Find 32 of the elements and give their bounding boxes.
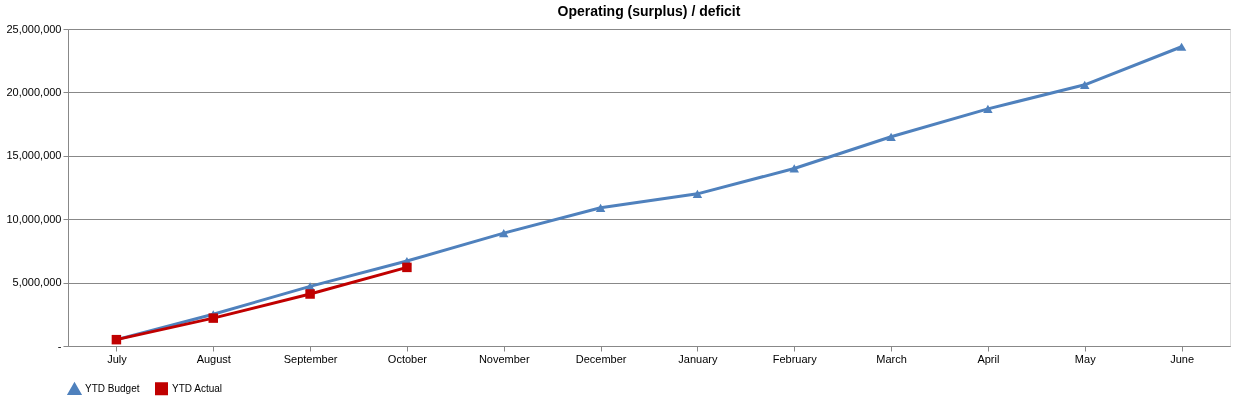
y-tick-label: 20,000,000: [6, 85, 62, 98]
point: [305, 289, 315, 299]
legend-label: YTD Budget: [85, 383, 140, 395]
x-tick-label: December: [575, 352, 627, 365]
x-tick-label: February: [772, 352, 818, 365]
y-tick-label: 10,000,000: [6, 212, 62, 225]
point: [595, 203, 606, 212]
x-tick-label: July: [107, 352, 128, 365]
point: [402, 262, 412, 273]
x-tick-label: September: [283, 352, 338, 365]
point: [983, 104, 993, 113]
y-tick-label: 15,000,000: [6, 149, 62, 162]
x-tick-label: November: [478, 352, 530, 365]
y-tick-label: 25,000,000: [6, 22, 62, 35]
x-tick-label: June: [1170, 352, 1195, 365]
x-tick-label: January: [678, 352, 718, 365]
y-tick-label: -: [57, 339, 62, 352]
chart-title: Operating (surplus) / deficit: [557, 3, 741, 19]
x-tick-label: August: [196, 352, 231, 365]
x-tick-label: March: [876, 352, 907, 365]
point: [499, 229, 509, 238]
point: [886, 132, 896, 141]
point: [692, 189, 703, 198]
point: [1080, 80, 1090, 89]
x-tick-label: May: [1074, 352, 1097, 365]
x-tick-label: October: [387, 352, 428, 365]
point: [208, 313, 218, 323]
y-tick-label: 5,000,000: [12, 276, 62, 289]
point: [1176, 42, 1187, 51]
legend-label: YTD Actual: [172, 382, 223, 394]
point: [789, 164, 799, 173]
x-tick-label: April: [977, 352, 1000, 365]
